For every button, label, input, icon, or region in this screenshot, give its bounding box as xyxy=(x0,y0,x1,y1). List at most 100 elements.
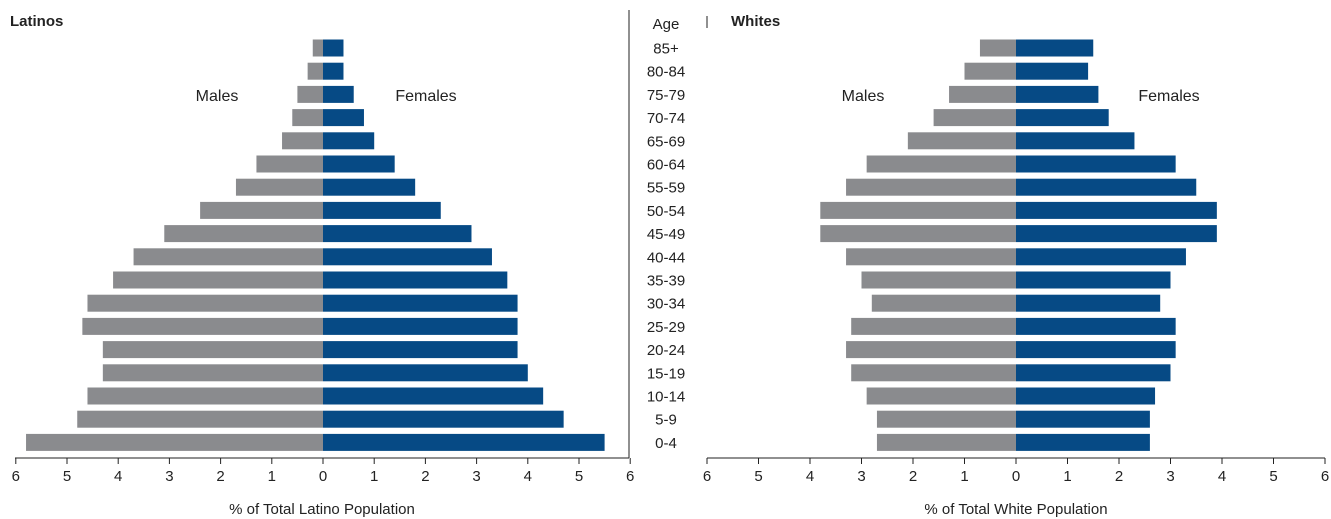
age-label-0-4: 0-4 xyxy=(655,435,677,452)
latino-bars xyxy=(26,39,605,451)
latino-x-tick-label: 3 xyxy=(472,468,480,485)
whites-male-bar-50-54 xyxy=(820,201,1016,219)
age-label-60-64: 60-64 xyxy=(647,157,685,174)
age-label-75-79: 75-79 xyxy=(647,87,685,104)
age-label-25-29: 25-29 xyxy=(647,319,685,336)
whites-female-bar-25-29 xyxy=(1016,317,1176,335)
whites-males-label: Males xyxy=(842,88,885,105)
whites-male-bar-55-59 xyxy=(846,178,1016,196)
latino-female-bar-65-69 xyxy=(323,132,375,150)
age-label-10-14: 10-14 xyxy=(647,389,685,406)
latino-x-tick-label: 5 xyxy=(575,468,583,485)
age-label-20-24: 20-24 xyxy=(647,342,685,359)
latino-male-bar-30-34 xyxy=(87,294,323,312)
age-label-50-54: 50-54 xyxy=(647,203,685,220)
whites-chart-title: Whites xyxy=(731,13,780,30)
whites-female-bar-55-59 xyxy=(1016,178,1197,196)
age-label-15-19: 15-19 xyxy=(647,365,685,382)
latino-female-bar-55-59 xyxy=(323,178,416,196)
latino-pyramid: Latinos Males Females 6 5 4 3 2 1 0 1 2 3 4 5 6 % of… xyxy=(10,13,634,518)
latino-male-bar-85+ xyxy=(312,39,323,57)
latino-female-bar-35-39 xyxy=(323,271,508,289)
whites-male-bar-35-39 xyxy=(861,271,1016,289)
latino-male-bar-75-79 xyxy=(297,85,323,103)
latino-female-bar-50-54 xyxy=(323,201,441,219)
whites-female-bar-15-19 xyxy=(1016,364,1171,382)
age-label-5-9: 5-9 xyxy=(655,412,677,429)
whites-x-ticks: 6 5 4 3 2 1 0 1 2 3 4 5 6 xyxy=(703,458,1329,485)
whites-x-axis-label: % of Total White Population xyxy=(924,501,1107,518)
latino-x-tick-label: 6 xyxy=(12,468,20,485)
latino-male-bar-65-69 xyxy=(282,132,323,150)
whites-male-bar-45-49 xyxy=(820,225,1016,243)
whites-x-tick-label: 5 xyxy=(1269,468,1277,485)
latino-male-bar-55-59 xyxy=(235,178,323,196)
whites-male-bar-40-44 xyxy=(846,248,1016,266)
whites-females-label: Females xyxy=(1138,88,1199,105)
latino-chart-title: Latinos xyxy=(10,13,63,30)
whites-female-bar-85+ xyxy=(1016,39,1094,57)
age-label-55-59: 55-59 xyxy=(647,180,685,197)
latino-male-bar-0-4 xyxy=(26,433,323,451)
latino-females-label: Females xyxy=(395,88,456,105)
whites-female-bar-65-69 xyxy=(1016,132,1135,150)
whites-female-bar-0-4 xyxy=(1016,433,1150,451)
latino-male-bar-60-64 xyxy=(256,155,323,173)
whites-x-tick-label: 2 xyxy=(1115,468,1123,485)
whites-male-bar-5-9 xyxy=(876,410,1016,428)
whites-male-bar-10-14 xyxy=(866,387,1016,405)
whites-x-tick-label: 6 xyxy=(1321,468,1329,485)
whites-female-bar-50-54 xyxy=(1016,201,1217,219)
whites-male-bar-70-74 xyxy=(933,109,1016,127)
age-label-65-69: 65-69 xyxy=(647,133,685,150)
latino-female-bar-10-14 xyxy=(323,387,544,405)
whites-male-bar-30-34 xyxy=(871,294,1016,312)
whites-male-bar-65-69 xyxy=(907,132,1016,150)
latino-male-bar-5-9 xyxy=(77,410,324,428)
age-label-40-44: 40-44 xyxy=(647,249,685,266)
latino-x-tick-label: 2 xyxy=(216,468,224,485)
age-header: Age xyxy=(653,16,680,33)
latino-x-tick-label: 1 xyxy=(268,468,276,485)
whites-x-tick-label: 3 xyxy=(1166,468,1174,485)
age-label-70-74: 70-74 xyxy=(647,110,685,127)
latino-female-bar-40-44 xyxy=(323,248,492,266)
whites-female-bar-40-44 xyxy=(1016,248,1186,266)
latino-female-bar-30-34 xyxy=(323,294,518,312)
age-label-85+: 85+ xyxy=(653,41,679,58)
whites-female-bar-20-24 xyxy=(1016,341,1176,359)
latino-female-bar-80-84 xyxy=(323,62,344,80)
whites-x-tick-label: 4 xyxy=(806,468,814,485)
age-label-80-84: 80-84 xyxy=(647,64,685,81)
whites-male-bar-75-79 xyxy=(949,85,1016,103)
whites-male-bar-15-19 xyxy=(851,364,1016,382)
latino-female-bar-60-64 xyxy=(323,155,395,173)
whites-female-bar-80-84 xyxy=(1016,62,1089,80)
latino-female-bar-85+ xyxy=(323,39,344,57)
whites-female-bar-5-9 xyxy=(1016,410,1150,428)
latino-male-bar-80-84 xyxy=(307,62,323,80)
whites-male-bar-25-29 xyxy=(851,317,1016,335)
latino-x-tick-label: 4 xyxy=(114,468,122,485)
whites-female-bar-70-74 xyxy=(1016,109,1109,127)
latino-males-label: Males xyxy=(196,88,239,105)
whites-female-bar-10-14 xyxy=(1016,387,1156,405)
latino-x-axis-label: % of Total Latino Population xyxy=(229,501,415,518)
whites-male-bar-20-24 xyxy=(846,341,1016,359)
whites-male-bar-0-4 xyxy=(876,433,1016,451)
latino-male-bar-50-54 xyxy=(200,201,323,219)
whites-x-tick-label: 4 xyxy=(1218,468,1226,485)
whites-female-bar-60-64 xyxy=(1016,155,1176,173)
latino-x-ticks: 6 5 4 3 2 1 0 1 2 3 4 5 6 xyxy=(12,458,634,485)
whites-x-tick-label: 0 xyxy=(1012,468,1020,485)
whites-x-tick-label: 1 xyxy=(960,468,968,485)
latino-male-bar-70-74 xyxy=(292,109,323,127)
latino-male-bar-35-39 xyxy=(113,271,323,289)
whites-x-tick-label: 6 xyxy=(703,468,711,485)
latino-female-bar-20-24 xyxy=(323,341,518,359)
whites-female-bar-45-49 xyxy=(1016,225,1217,243)
latino-male-bar-10-14 xyxy=(87,387,323,405)
whites-male-bar-85+ xyxy=(979,39,1016,57)
latino-x-tick-label: 1 xyxy=(370,468,378,485)
